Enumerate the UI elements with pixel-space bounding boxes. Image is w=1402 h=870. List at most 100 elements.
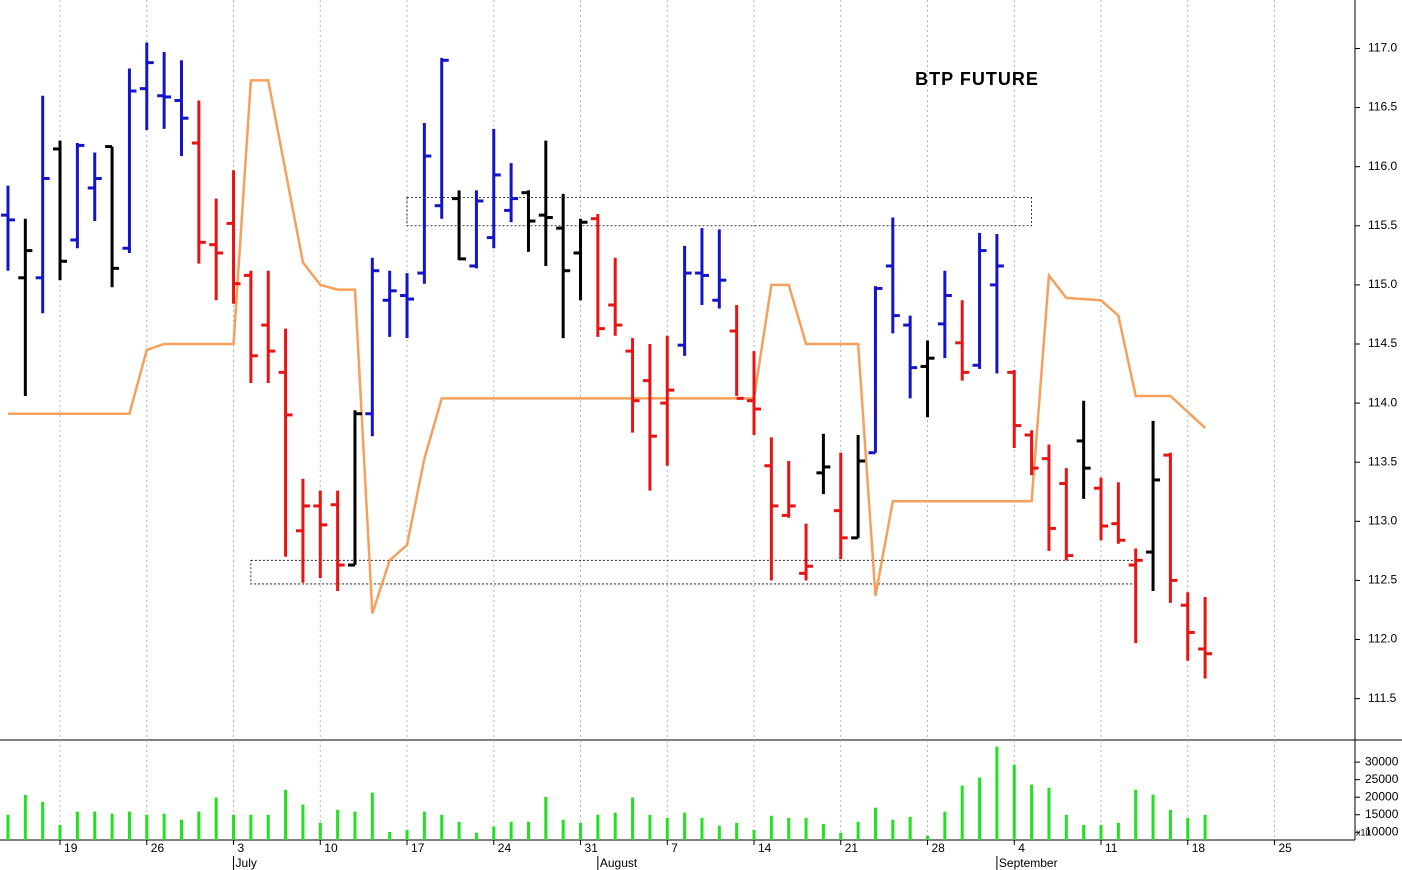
volume-bar bbox=[179, 819, 183, 840]
x-tick-label: 17 bbox=[411, 841, 425, 855]
y-tick-label: 112.0 bbox=[1368, 632, 1397, 646]
y-tick-label: 114.0 bbox=[1368, 395, 1397, 409]
volume-tick-label: 15000 bbox=[1365, 807, 1399, 821]
volume-bar bbox=[839, 832, 843, 840]
volume-bar bbox=[978, 777, 982, 840]
y-tick-label: 115.5 bbox=[1368, 218, 1397, 232]
volume-bar bbox=[145, 814, 149, 840]
y-tick-label: 117.0 bbox=[1368, 41, 1397, 55]
volume-bar bbox=[110, 813, 114, 840]
volume-bar bbox=[318, 822, 322, 840]
volume-bar bbox=[683, 812, 687, 840]
volume-bar bbox=[804, 817, 808, 840]
volume-bar bbox=[960, 785, 964, 840]
volume-bar bbox=[648, 814, 652, 840]
volume-bar bbox=[6, 814, 10, 840]
volume-tick-label: 20000 bbox=[1365, 789, 1399, 803]
volume-bar bbox=[995, 746, 999, 840]
y-tick-label: 114.5 bbox=[1368, 336, 1397, 350]
volume-bar bbox=[717, 825, 721, 840]
volume-bar bbox=[422, 811, 426, 840]
volume-bar bbox=[284, 789, 288, 840]
volume-bar bbox=[214, 797, 218, 840]
volume-tick-label: 25000 bbox=[1365, 772, 1399, 786]
y-tick-label: 115.0 bbox=[1368, 277, 1397, 291]
volume-bar bbox=[1168, 809, 1172, 840]
volume-bar bbox=[1030, 784, 1034, 840]
y-tick-label: 116.0 bbox=[1368, 159, 1397, 173]
volume-bar bbox=[526, 821, 530, 840]
volume-bar bbox=[665, 817, 669, 840]
volume-bar bbox=[93, 811, 97, 840]
volume-bar bbox=[1047, 787, 1051, 840]
y-tick-label: 113.0 bbox=[1368, 513, 1397, 527]
volume-bar bbox=[492, 826, 496, 840]
volume-bar bbox=[23, 794, 27, 840]
chart-title: BTP FUTURE bbox=[915, 69, 1039, 89]
x-tick-label: 11 bbox=[1105, 841, 1118, 855]
volume-bar bbox=[1151, 794, 1155, 840]
month-label: August bbox=[600, 856, 638, 870]
volume-bar bbox=[631, 797, 635, 840]
y-tick-label: 112.5 bbox=[1368, 573, 1397, 587]
volume-bar bbox=[926, 835, 930, 840]
x-tick-label: 10 bbox=[324, 841, 338, 855]
volume-bar bbox=[197, 811, 201, 840]
y-tick-label: 113.5 bbox=[1368, 454, 1397, 468]
x-tick-label: 31 bbox=[585, 841, 599, 855]
y-tick-label: 111.5 bbox=[1368, 691, 1397, 705]
volume-bar bbox=[405, 829, 409, 840]
volume-bar bbox=[596, 814, 600, 840]
x-tick-label: 26 bbox=[151, 841, 165, 855]
volume-bar bbox=[1099, 824, 1103, 840]
x-tick-label: 28 bbox=[932, 841, 946, 855]
volume-bar bbox=[1134, 789, 1138, 840]
volume-bar bbox=[561, 819, 565, 840]
volume-bar bbox=[162, 813, 166, 840]
x-tick-label: 19 bbox=[64, 841, 78, 855]
volume-bar bbox=[474, 832, 478, 840]
volume-bar bbox=[353, 811, 357, 840]
volume-bar bbox=[509, 821, 513, 840]
x-tick-label: 25 bbox=[1278, 841, 1292, 855]
volume-bar bbox=[1082, 824, 1086, 840]
volume-bar bbox=[440, 814, 444, 840]
volume-bar bbox=[700, 817, 704, 840]
volume-bar bbox=[1116, 822, 1120, 840]
volume-bar bbox=[457, 821, 461, 840]
volume-bar bbox=[266, 814, 270, 840]
volume-bar bbox=[301, 804, 305, 840]
volume-bar bbox=[75, 811, 79, 840]
volume-bar bbox=[388, 831, 392, 840]
volume-bar bbox=[943, 811, 947, 840]
volume-bar bbox=[891, 819, 895, 840]
volume-bar bbox=[752, 829, 756, 840]
volume-bar bbox=[787, 817, 791, 840]
x-tick-label: 7 bbox=[671, 841, 678, 855]
indicator-line bbox=[7, 79, 1206, 614]
volume-bar bbox=[769, 815, 773, 840]
month-label: July bbox=[236, 856, 257, 870]
x-tick-label: 4 bbox=[1018, 841, 1025, 855]
volume-bar bbox=[1186, 817, 1190, 840]
range-box bbox=[406, 197, 1033, 227]
volume-bar bbox=[856, 821, 860, 840]
volume-bar bbox=[544, 796, 548, 840]
volume-bar bbox=[613, 812, 617, 840]
volume-bar bbox=[1012, 764, 1016, 840]
volume-unit-label: x10 bbox=[1356, 827, 1371, 837]
volume-tick-label: 10000 bbox=[1365, 824, 1399, 838]
volume-bar bbox=[370, 792, 374, 840]
volume-tick-label: 30000 bbox=[1365, 754, 1399, 768]
x-tick-label: 24 bbox=[498, 841, 512, 855]
volume-bar bbox=[249, 814, 253, 840]
month-label: September bbox=[999, 856, 1058, 870]
volume-bar bbox=[735, 822, 739, 840]
volume-bar bbox=[127, 811, 131, 840]
volume-bar bbox=[821, 823, 825, 840]
x-tick-label: 18 bbox=[1192, 841, 1206, 855]
y-tick-label: 116.5 bbox=[1368, 100, 1397, 114]
volume-bar bbox=[41, 801, 45, 840]
